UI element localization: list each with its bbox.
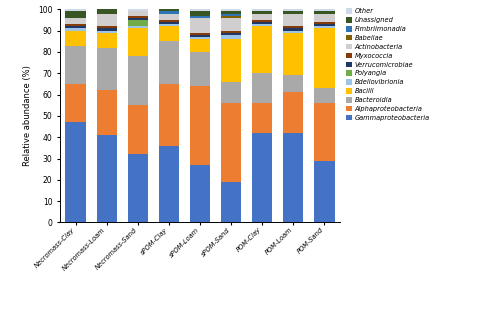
Bar — [314, 26, 334, 28]
Bar — [283, 28, 304, 31]
Bar — [96, 90, 117, 135]
Bar — [252, 11, 272, 14]
Bar — [128, 11, 148, 16]
Bar — [190, 9, 210, 11]
Bar — [221, 39, 241, 82]
Bar — [96, 28, 117, 31]
Bar — [190, 39, 210, 52]
Bar — [314, 28, 334, 88]
Bar — [283, 26, 304, 28]
Bar — [190, 86, 210, 165]
Bar — [66, 18, 86, 24]
Bar — [128, 16, 148, 18]
Bar — [159, 9, 179, 11]
Bar — [190, 52, 210, 86]
Bar — [190, 16, 210, 18]
Bar — [96, 31, 117, 33]
Bar — [221, 18, 241, 31]
Bar — [159, 41, 179, 84]
Bar — [96, 14, 117, 26]
Bar — [190, 18, 210, 33]
Bar — [252, 73, 272, 103]
Bar — [314, 11, 334, 14]
Bar — [221, 82, 241, 103]
Bar — [283, 11, 304, 14]
Bar — [190, 35, 210, 37]
Bar — [221, 11, 241, 14]
Bar — [314, 9, 334, 11]
Bar — [221, 33, 241, 35]
Bar — [96, 48, 117, 90]
Bar — [283, 33, 304, 75]
Bar — [159, 20, 179, 22]
Bar — [159, 146, 179, 222]
Bar — [128, 20, 148, 26]
Bar — [96, 9, 117, 14]
Bar — [252, 9, 272, 11]
Bar — [66, 28, 86, 31]
Bar — [66, 11, 86, 18]
Bar — [159, 14, 179, 20]
Y-axis label: Relative abundance (%): Relative abundance (%) — [24, 66, 32, 166]
Bar — [221, 14, 241, 16]
Bar — [283, 133, 304, 222]
Bar — [159, 22, 179, 24]
Bar — [96, 26, 117, 28]
Bar — [66, 9, 86, 11]
Bar — [159, 26, 179, 41]
Bar — [128, 105, 148, 154]
Bar — [252, 14, 272, 20]
Bar — [314, 22, 334, 24]
Bar — [159, 11, 179, 14]
Bar — [252, 103, 272, 133]
Bar — [314, 161, 334, 222]
Bar — [159, 84, 179, 146]
Bar — [159, 24, 179, 26]
Bar — [221, 16, 241, 18]
Bar — [252, 24, 272, 26]
Bar — [252, 133, 272, 222]
Bar — [66, 26, 86, 28]
Bar — [96, 135, 117, 222]
Bar — [66, 45, 86, 84]
Bar — [221, 9, 241, 11]
Bar — [66, 122, 86, 222]
Bar — [221, 103, 241, 182]
Bar — [128, 26, 148, 28]
Bar — [128, 56, 148, 105]
Bar — [190, 11, 210, 16]
Legend: Other, Unassigned, Fimbriimonadia, Babeliae, Actinobacteria, Myxococcia, Verruco: Other, Unassigned, Fimbriimonadia, Babel… — [346, 8, 430, 121]
Bar — [96, 33, 117, 48]
Bar — [283, 31, 304, 33]
Bar — [283, 9, 304, 11]
Bar — [314, 24, 334, 26]
Bar — [314, 88, 334, 103]
Bar — [128, 154, 148, 222]
Bar — [221, 31, 241, 33]
Bar — [283, 92, 304, 133]
Bar — [190, 37, 210, 39]
Bar — [252, 26, 272, 73]
Bar — [221, 35, 241, 39]
Bar — [252, 22, 272, 24]
Bar — [221, 182, 241, 222]
Bar — [314, 14, 334, 22]
Bar — [66, 31, 86, 45]
Bar — [283, 75, 304, 92]
Bar — [128, 9, 148, 11]
Bar — [66, 84, 86, 122]
Bar — [314, 103, 334, 161]
Bar — [190, 33, 210, 35]
Bar — [190, 165, 210, 222]
Bar — [128, 18, 148, 20]
Bar — [283, 14, 304, 26]
Bar — [128, 28, 148, 56]
Bar — [252, 20, 272, 22]
Bar — [66, 24, 86, 26]
